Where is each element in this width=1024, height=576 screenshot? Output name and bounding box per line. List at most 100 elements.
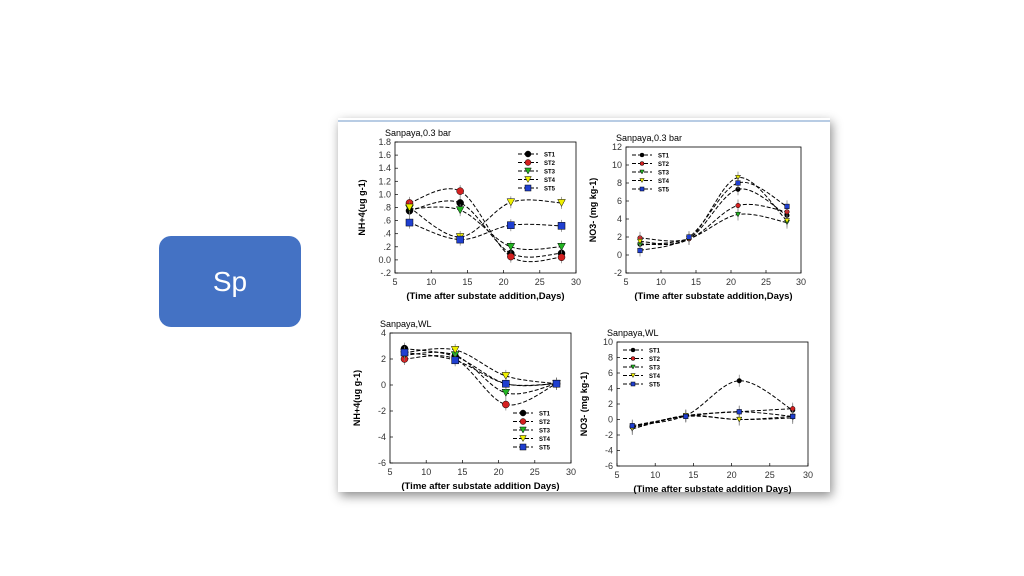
series-line-st4 (639, 177, 788, 245)
legend-label: ST5 (544, 187, 556, 193)
y-tick-label: 2 (617, 232, 622, 242)
legend-label: ST5 (539, 446, 551, 452)
x-axis-label: (Time after substate addition Days) (401, 481, 559, 492)
x-tick-label: 10 (650, 470, 660, 480)
data-point (519, 426, 527, 434)
data-point (784, 218, 790, 224)
data-point (502, 379, 510, 388)
y-axis-label: NO3- (mg kg-1) (588, 178, 598, 243)
series-line-st1 (639, 188, 788, 246)
legend-label: ST4 (649, 374, 661, 380)
series-line-st5 (404, 352, 557, 386)
y-tick-label: 4 (617, 214, 622, 224)
y-tick-label: 1.2 (378, 176, 391, 186)
data-point (630, 373, 636, 379)
data-point (501, 389, 511, 397)
legend-label: ST1 (649, 349, 661, 355)
y-tick-label: 0 (608, 415, 613, 425)
data-point (524, 184, 532, 192)
y-tick-label: -2 (605, 430, 613, 440)
x-axis-label: (Time after substate addition Days) (633, 484, 791, 495)
x-tick-label: 15 (462, 277, 472, 287)
data-point (639, 186, 645, 192)
y-tick-label: 0 (617, 250, 622, 260)
legend-label: ST2 (649, 357, 661, 363)
data-point (736, 378, 742, 384)
y-tick-label: .2 (383, 242, 391, 252)
chart-title: Sanpaya,WL (380, 319, 432, 329)
x-tick-label: 15 (457, 467, 467, 477)
data-point (557, 199, 566, 207)
data-point (630, 381, 636, 387)
y-tick-label: 2 (381, 354, 386, 364)
chart-title: Sanpaya,0.3 bar (616, 133, 682, 143)
legend-label: ST1 (544, 153, 556, 159)
data-point (506, 198, 516, 207)
data-point (451, 356, 459, 365)
data-point (557, 243, 566, 251)
x-tick-label: 15 (691, 277, 701, 287)
data-point (501, 372, 511, 380)
y-tick-label: 1.8 (378, 137, 391, 147)
series-line-st2 (409, 188, 562, 263)
y-tick-label: 2 (608, 399, 613, 409)
legend-label: ST3 (649, 366, 661, 372)
data-point (683, 413, 689, 419)
data-point (639, 169, 645, 175)
series-line-st1 (409, 200, 562, 258)
data-point (507, 221, 515, 229)
data-point (557, 222, 566, 230)
data-point (405, 203, 414, 212)
legend-label: ST4 (539, 437, 551, 443)
plot-frame (616, 341, 809, 467)
x-tick-label: 10 (426, 277, 436, 287)
x-tick-label: 20 (494, 467, 504, 477)
y-tick-label: -6 (378, 458, 386, 468)
series-line-st1 (632, 380, 793, 427)
plot-frame (625, 146, 802, 274)
y-tick-label: 4 (381, 328, 386, 338)
data-point (630, 347, 636, 353)
series-line-st3 (404, 351, 557, 395)
data-point (735, 180, 741, 186)
data-point (784, 203, 790, 209)
y-axis-label: NH+4(ug g-1) (357, 179, 367, 235)
data-point (405, 218, 414, 227)
legend-label: ST4 (658, 179, 670, 185)
series-line-st5 (632, 411, 793, 427)
x-tick-label: 30 (566, 467, 576, 477)
sp-label: Sp (212, 265, 248, 297)
data-point (630, 356, 636, 361)
x-tick-label: 5 (614, 470, 619, 480)
legend-label: ST1 (658, 154, 670, 160)
y-tick-label: 1.4 (378, 163, 391, 173)
series-line-st3 (639, 213, 788, 246)
sp-label-box: Sp (159, 236, 301, 327)
y-tick-label: -4 (378, 432, 386, 442)
data-point (552, 379, 561, 388)
data-point (790, 413, 796, 419)
data-point (400, 348, 409, 357)
x-axis-label: (Time after substate addition,Days) (406, 291, 564, 302)
data-point (507, 252, 515, 261)
data-point (735, 202, 741, 209)
data-point (519, 418, 527, 425)
chart-4: Sanpaya,WL5 10 15 20 25 301086420-2-4-6(Time … (579, 328, 813, 495)
x-tick-label: 10 (656, 277, 666, 287)
y-tick-label: .6 (383, 216, 391, 226)
data-point (637, 247, 643, 254)
x-tick-label: 30 (571, 277, 581, 287)
legend-label: ST2 (658, 162, 670, 168)
data-point (639, 152, 645, 158)
y-tick-label: 6 (617, 196, 622, 206)
data-point (557, 253, 566, 262)
data-point (524, 159, 532, 166)
y-tick-label: 6 (608, 368, 613, 378)
chart-1: Sanpaya,0.3 bar 5 10 15 20 25 30 1.8 1.6 1.4 1.2 1.… (357, 128, 581, 302)
data-point (639, 178, 645, 184)
data-point (735, 211, 741, 218)
data-point (630, 364, 636, 370)
series-line-st5 (409, 222, 562, 241)
